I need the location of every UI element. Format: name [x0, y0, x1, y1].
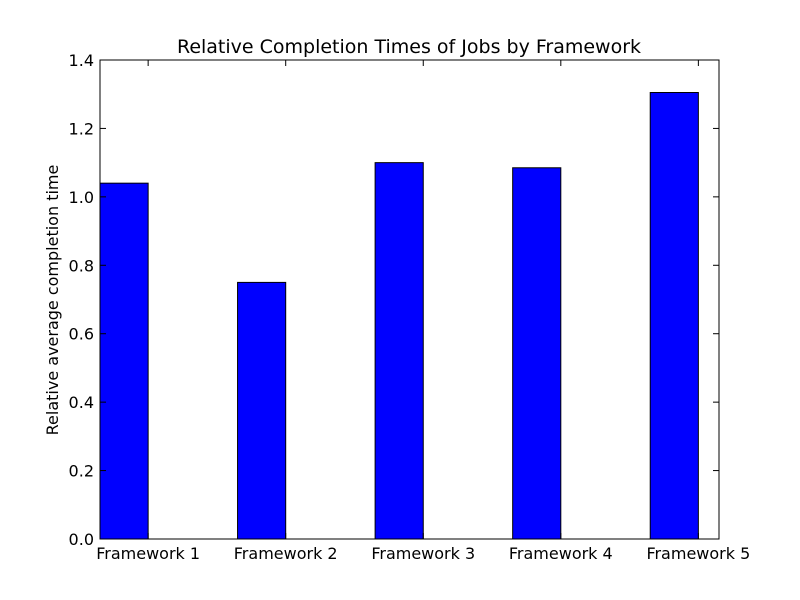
y-tick-label-6: 1.2: [69, 119, 94, 138]
y-tick-label-3: 0.6: [69, 325, 94, 344]
bar-5: [649, 92, 699, 540]
bar-1: [99, 182, 149, 540]
bar-2: [237, 281, 287, 540]
y-tick-label-7: 1.4: [69, 51, 94, 70]
y-ticks-group: 0.0 0.2 0.4 0.6 0.8 1.0 1.2 1.4: [69, 51, 719, 549]
x-ticks-group: Framework 1 Framework 2 Framework 3 Framewo…: [96, 60, 750, 563]
bars-group: [99, 92, 699, 540]
y-tick-label-0: 0.0: [69, 530, 94, 549]
bar-3: [374, 162, 424, 540]
y-tick-label-4: 0.8: [69, 256, 94, 275]
y-axis-label: Relative average completion time: [43, 165, 62, 436]
x-tick-label-2: Framework 2: [234, 544, 338, 563]
y-tick-label-1: 0.2: [69, 462, 94, 481]
x-tick-label-5: Framework 5: [646, 544, 750, 563]
y-tick-label-5: 1.0: [69, 188, 94, 207]
chart-title: Relative Completion Times of Jobs by Fra…: [177, 36, 641, 58]
y-tick-label-2: 0.4: [69, 393, 94, 412]
bar-4: [512, 167, 562, 540]
plot-frame: [99, 59, 720, 540]
x-tick-label-4: Framework 4: [509, 544, 613, 563]
x-tick-label-1: Framework 1: [96, 544, 200, 563]
x-tick-label-3: Framework 3: [371, 544, 475, 563]
